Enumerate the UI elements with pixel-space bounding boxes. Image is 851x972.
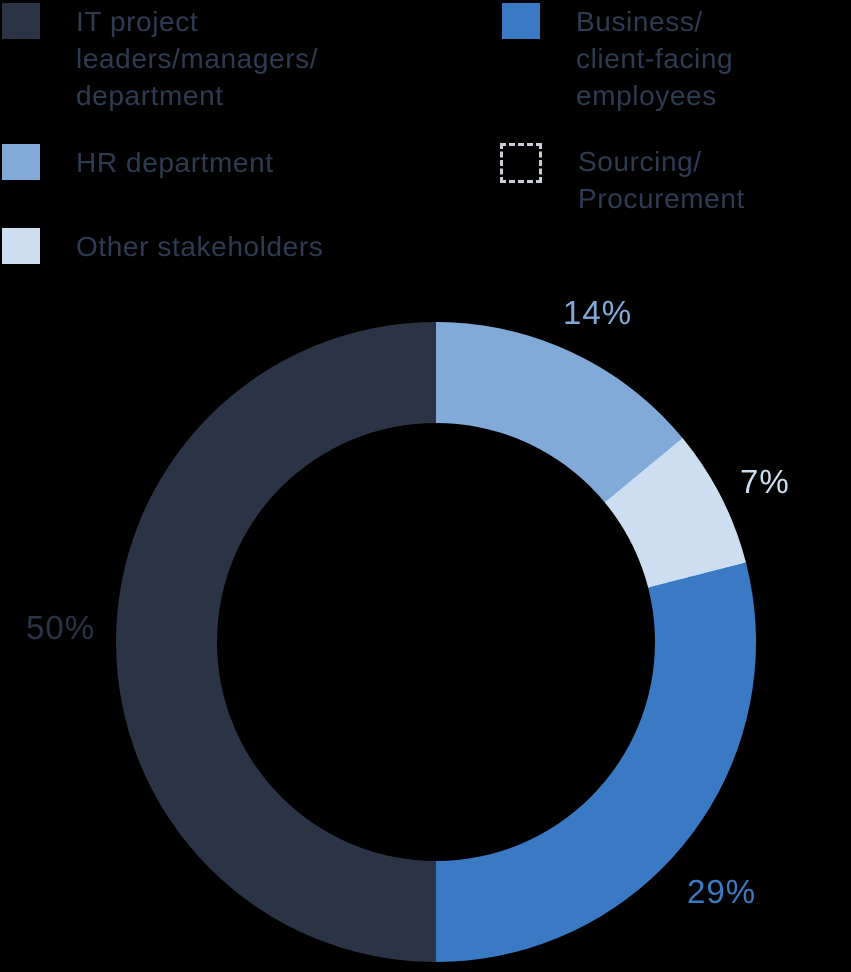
legend-label-it-project-leaders: IT project leaders/managers/ department — [76, 6, 319, 111]
donut-hole — [217, 423, 655, 861]
legend-item-it-project-leaders: IT project leaders/managers/ department — [2, 3, 318, 114]
legend-swatch-business-client-facing — [502, 3, 540, 39]
donut-chart — [116, 322, 756, 962]
legend-label-sourcing-procurement: Sourcing/ Procurement — [578, 146, 745, 214]
segment-label-it-project-leaders: 50% — [26, 609, 96, 646]
legend-item-business-client-facing: Business/ client-facing employees — [502, 3, 733, 114]
segment-label-business-client-facing: 29% — [687, 873, 757, 910]
segment-label-hr-department: 14% — [563, 294, 633, 331]
legend-swatch-hr-department — [2, 144, 40, 180]
legend-item-sourcing-procurement: Sourcing/ Procurement — [500, 143, 745, 217]
legend-label-hr-department: HR department — [76, 147, 274, 178]
legend-item-other-stakeholders: Other stakeholders — [2, 228, 323, 265]
legend-swatch-other-stakeholders — [2, 228, 40, 264]
legend-item-hr-department: HR department — [2, 144, 274, 181]
legend-label-other-stakeholders: Other stakeholders — [76, 231, 324, 262]
legend-swatch-it-project-leaders — [2, 3, 40, 39]
segment-label-other-stakeholders: 7% — [740, 463, 790, 500]
legend-label-business-client-facing: Business/ client-facing employees — [576, 6, 734, 111]
legend-swatch-dashed-sourcing-procurement — [500, 143, 542, 183]
